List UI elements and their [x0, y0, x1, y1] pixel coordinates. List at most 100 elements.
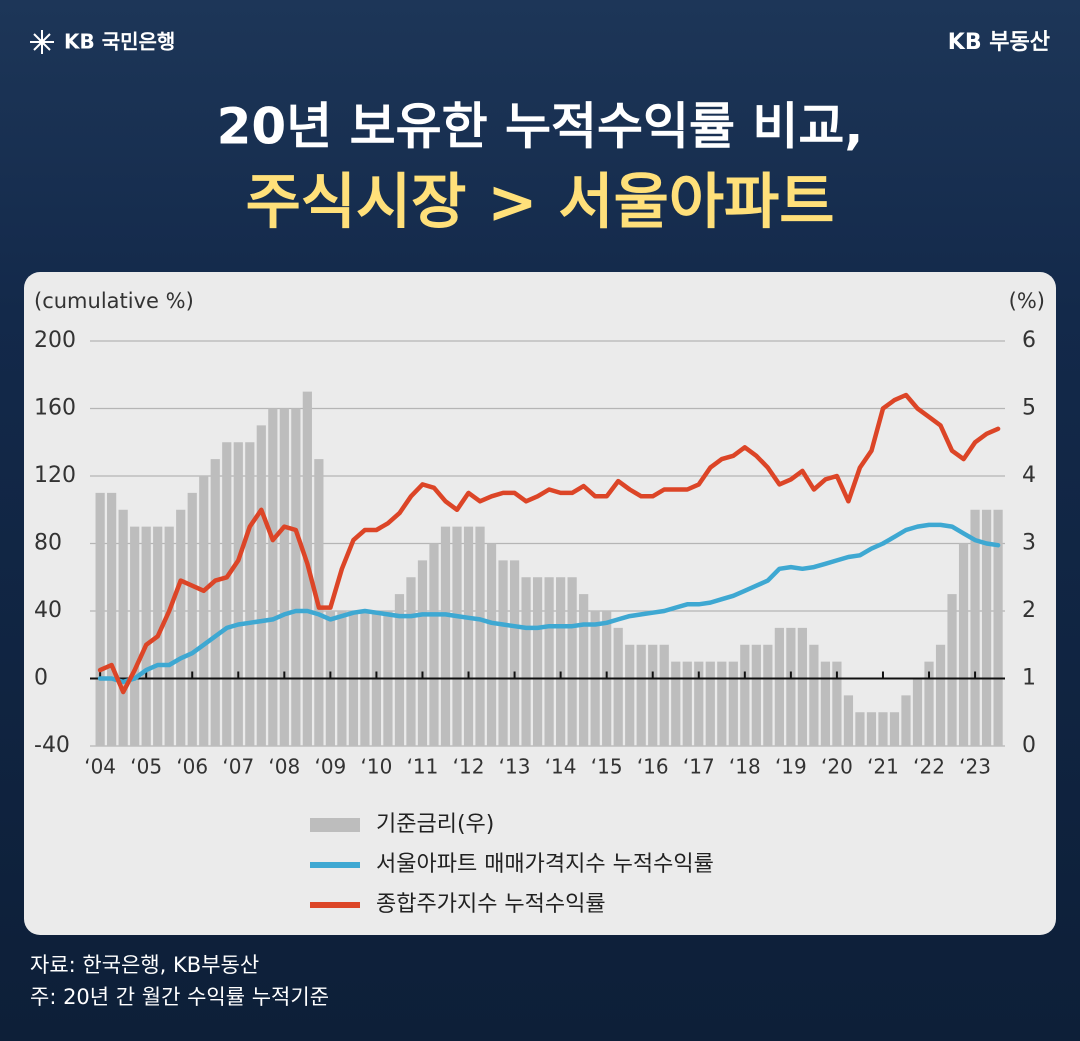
bar [567, 577, 577, 746]
bar [682, 661, 692, 746]
bar [417, 560, 428, 746]
bar [797, 627, 807, 746]
bar [141, 526, 151, 746]
x-tick-label: ‘13 [499, 755, 531, 779]
x-tick-label: ‘04 [84, 755, 116, 779]
bar [256, 425, 266, 746]
bar [291, 408, 301, 746]
y2-tick-label: 3 [1022, 531, 1036, 556]
x-tick-label: ‘16 [637, 755, 669, 779]
bar [556, 577, 566, 746]
x-tick-label: ‘09 [314, 755, 346, 779]
bar [636, 644, 646, 746]
bar [463, 526, 474, 746]
x-tick-label: ‘20 [821, 755, 853, 779]
y2-tick-label: 1 [1022, 666, 1036, 691]
bar [751, 644, 761, 746]
bar [705, 661, 715, 746]
brand: KB 부동산 [948, 30, 1050, 55]
bar [509, 560, 520, 746]
bar [981, 509, 992, 746]
x-tick-label: ‘06 [176, 755, 208, 779]
bar [222, 442, 232, 746]
bar [786, 627, 796, 746]
legend-label: 종합주가지수 누적수익률 [376, 892, 606, 917]
bar [176, 509, 186, 746]
footnote: 주: 20년 간 월간 수익률 누적기준 [30, 985, 329, 1009]
bar [130, 526, 140, 746]
x-tick-label: ‘15 [591, 755, 623, 779]
bar [532, 577, 543, 746]
bar [901, 695, 911, 746]
x-tick-label: ‘11 [407, 755, 439, 779]
bar [912, 678, 923, 746]
x-tick-label: ‘14 [545, 755, 577, 779]
bar [475, 526, 485, 746]
chart-subtitle: 주식시장 > 서울아파트 [246, 168, 835, 238]
footnote: 자료: 한국은행, KB부동산 [30, 953, 259, 977]
bar [878, 712, 888, 746]
line [97, 392, 1001, 695]
bar [394, 594, 405, 746]
y2-tick-label: 0 [1022, 733, 1036, 758]
bar [694, 661, 704, 746]
bar [866, 712, 877, 746]
y-tick-label: 160 [34, 396, 76, 421]
y-tick-label: 200 [34, 328, 76, 353]
bar [118, 509, 128, 746]
y2-axis-label: (%) [1009, 289, 1045, 313]
x-tick-label: ‘18 [729, 755, 761, 779]
y-tick-label: 40 [34, 598, 62, 623]
legend-label: 서울아파트 매매가격지수 누적수익률 [376, 852, 714, 877]
bar [107, 492, 117, 746]
bar [210, 459, 220, 746]
x-tick-label: ‘22 [913, 755, 945, 779]
bar [648, 644, 658, 746]
y2-tick-label: 6 [1022, 328, 1036, 353]
bar [740, 644, 750, 746]
bar [924, 661, 934, 746]
bar [809, 644, 819, 746]
y-axis-label: (cumulative %) [34, 289, 194, 313]
legend-swatch [310, 818, 360, 832]
y-tick-label: 80 [34, 531, 62, 556]
bar [993, 509, 1003, 746]
bar [970, 509, 980, 746]
bar [843, 695, 854, 746]
bar [199, 476, 209, 746]
chart-title: 20년 보유한 누적수익률 비교, [217, 98, 864, 156]
x-tick-label: ‘17 [683, 755, 715, 779]
bar [268, 408, 278, 746]
bar [521, 577, 531, 746]
bar [486, 543, 497, 746]
bar [279, 408, 289, 746]
y2-tick-label: 4 [1022, 463, 1036, 488]
bar [935, 644, 946, 746]
bar [832, 661, 842, 746]
bar [187, 492, 197, 746]
bar [95, 492, 105, 746]
x-tick-label: ‘21 [867, 755, 899, 779]
bar [440, 526, 451, 746]
line [97, 522, 1001, 685]
bar [245, 442, 255, 746]
bar [889, 712, 900, 746]
bar [429, 543, 439, 746]
bar [717, 661, 727, 746]
bar [625, 644, 635, 746]
bar [728, 661, 738, 746]
logo [30, 30, 54, 54]
bar [406, 577, 416, 746]
y-tick-label: 0 [34, 666, 48, 691]
x-tick-label: ‘23 [959, 755, 991, 779]
y2-tick-label: 5 [1022, 396, 1036, 421]
x-tick-label: ‘19 [775, 755, 807, 779]
bar [774, 627, 784, 746]
bar [233, 442, 243, 746]
y-tick-label: -40 [34, 733, 70, 758]
bar [855, 712, 865, 746]
bar [659, 644, 669, 746]
bar [544, 577, 554, 746]
x-tick-label: ‘05 [130, 755, 162, 779]
bar [820, 661, 831, 746]
